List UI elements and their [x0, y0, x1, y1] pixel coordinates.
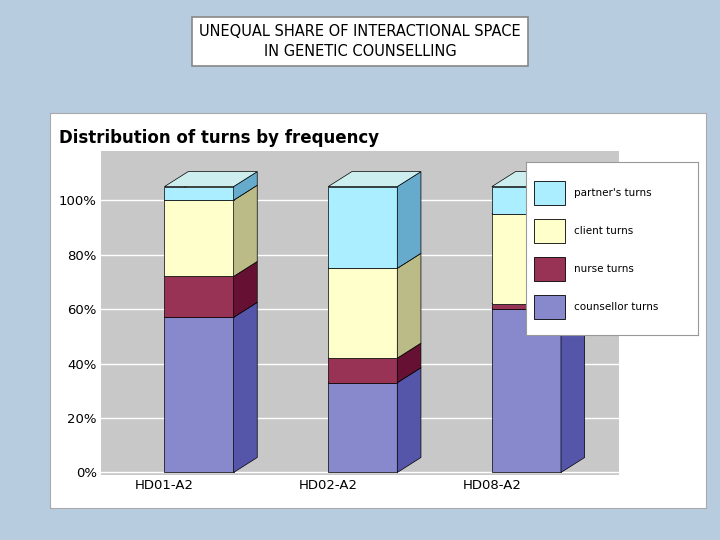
Bar — [492, 303, 561, 309]
Polygon shape — [328, 253, 421, 268]
Bar — [164, 318, 233, 472]
Polygon shape — [233, 261, 257, 318]
Polygon shape — [233, 302, 257, 472]
Polygon shape — [397, 343, 421, 383]
Text: UNEQUAL SHARE OF INTERACTIONAL SPACE
IN GENETIC COUNSELLING: UNEQUAL SHARE OF INTERACTIONAL SPACE IN … — [199, 24, 521, 59]
Polygon shape — [328, 368, 421, 383]
Bar — [534, 257, 565, 281]
Bar — [492, 187, 561, 214]
Text: counsellor turns: counsellor turns — [574, 302, 658, 312]
Bar — [164, 276, 233, 318]
Polygon shape — [164, 185, 257, 200]
Polygon shape — [397, 368, 421, 472]
Polygon shape — [328, 172, 421, 187]
Polygon shape — [164, 302, 257, 318]
Polygon shape — [233, 185, 257, 276]
Bar — [328, 383, 397, 472]
Polygon shape — [397, 172, 421, 268]
Text: client turns: client turns — [574, 226, 633, 236]
Bar — [492, 214, 561, 303]
Polygon shape — [492, 294, 585, 309]
Text: nurse turns: nurse turns — [574, 264, 634, 274]
Text: Distribution of turns by frequency: Distribution of turns by frequency — [59, 129, 379, 147]
Polygon shape — [561, 294, 585, 472]
Bar — [328, 187, 397, 268]
Text: partner's turns: partner's turns — [574, 188, 652, 198]
Bar — [164, 187, 233, 200]
Polygon shape — [561, 199, 585, 303]
Polygon shape — [164, 172, 257, 187]
Bar — [534, 219, 565, 243]
Polygon shape — [164, 261, 257, 276]
Bar — [492, 309, 561, 472]
Polygon shape — [561, 172, 585, 214]
Polygon shape — [561, 289, 585, 309]
Polygon shape — [233, 172, 257, 200]
Bar — [534, 295, 565, 319]
Polygon shape — [328, 343, 421, 358]
Polygon shape — [397, 253, 421, 358]
Bar — [328, 268, 397, 358]
Bar — [164, 200, 233, 276]
Polygon shape — [492, 289, 585, 303]
Bar — [328, 358, 397, 383]
Polygon shape — [492, 172, 585, 187]
Polygon shape — [492, 199, 585, 214]
Bar — [534, 181, 565, 205]
